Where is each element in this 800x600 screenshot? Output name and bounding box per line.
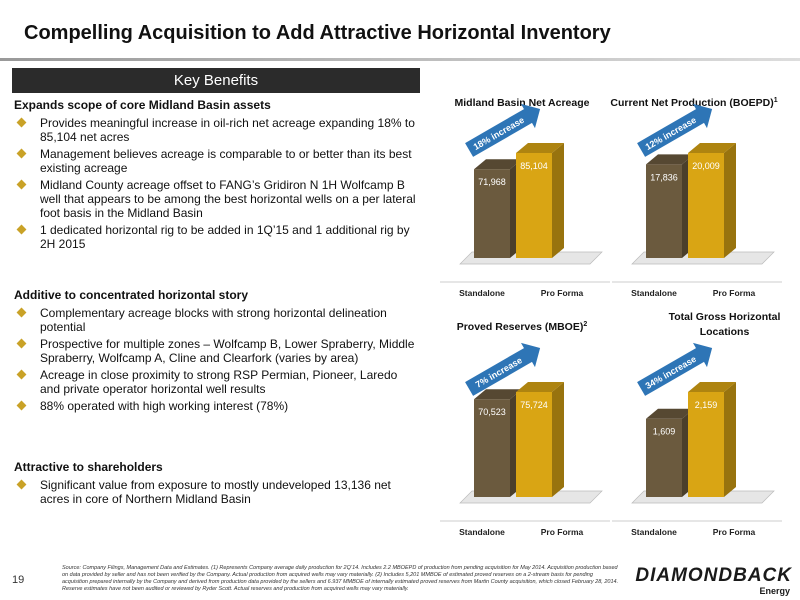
bullet: Complementary acreage blocks with strong…	[14, 306, 420, 334]
bar	[646, 418, 682, 497]
bullet: Acreage in close proximity to strong RSP…	[14, 368, 420, 396]
section-heading: Additive to concentrated horizontal stor…	[14, 288, 249, 302]
bullet-text: Acreage in close proximity to strong RSP…	[40, 368, 398, 396]
bar	[688, 153, 724, 258]
title-rule	[0, 58, 800, 61]
bullet: 88% operated with high working interest …	[14, 399, 420, 413]
bullet: Provides meaningful increase in oil-rich…	[14, 116, 420, 144]
bullet-text: Prospective for multiple zones – Wolfcam…	[40, 337, 415, 365]
bar	[646, 164, 682, 258]
chart-title: Current Net Production (BOEPD)1	[610, 97, 777, 109]
bar-top	[516, 382, 564, 392]
bullet-text: Complementary acreage blocks with strong…	[40, 306, 387, 334]
category-label: Pro Forma	[713, 527, 756, 537]
chart-title: Total Gross Horizontal Locations	[668, 311, 781, 338]
section-heading: Expands scope of core Midland Basin asse…	[14, 98, 271, 112]
bullet: Significant value from exposure to mostl…	[14, 478, 420, 506]
category-label: Standalone	[459, 527, 505, 537]
bullet-list: Significant value from exposure to mostl…	[14, 478, 420, 506]
bullet-text: Significant value from exposure to mostl…	[40, 478, 391, 506]
charts: Midland Basin Net Acreage 71,968 Standalon…	[440, 97, 782, 537]
value-label: 2,159	[695, 400, 718, 410]
bar-top	[688, 382, 736, 392]
category-label: Pro Forma	[541, 527, 584, 537]
bullet: Midland County acreage offset to FANG’s …	[14, 178, 420, 220]
value-label: 20,009	[692, 161, 720, 171]
annotation: 18% increase	[472, 115, 526, 152]
chart-title: Proved Reserves (MBOE)2	[457, 321, 588, 333]
annotation: 7% increase	[474, 355, 524, 390]
value-label: 1,609	[653, 427, 676, 437]
annotation: 12% increase	[644, 115, 698, 152]
bar-top	[688, 143, 736, 153]
value-label: 17,836	[650, 172, 678, 182]
bar-side	[724, 143, 736, 258]
value-label: 70,523	[478, 407, 506, 417]
bullet: 1 dedicated horizontal rig to be added i…	[14, 223, 420, 251]
section-heading: Attractive to shareholders	[14, 460, 163, 474]
value-label: 75,724	[520, 400, 548, 410]
chart-title-box: Total Gross Horizontal Locations	[668, 311, 781, 338]
benefit-section: Expands scope of core Midland Basin asse…	[14, 98, 420, 254]
arrow-shape	[465, 103, 541, 157]
arrow-shape	[465, 342, 541, 396]
bullet: Prospective for multiple zones – Wolfcam…	[14, 337, 420, 365]
bar-top	[646, 154, 694, 165]
bar	[516, 153, 552, 258]
bullet-text: Midland County acreage offset to FANG’s …	[40, 178, 416, 220]
category-label: Standalone	[631, 288, 677, 298]
logo: DIAMONDBACK	[635, 565, 792, 586]
source-note: Source: Company Filings, Management Data…	[62, 565, 619, 592]
arrow-shape	[637, 103, 713, 157]
bar	[688, 392, 724, 497]
arrow-shape	[637, 342, 713, 396]
chart-title: Midland Basin Net Acreage	[455, 97, 590, 109]
bullet-text: Provides meaningful increase in oil-rich…	[40, 116, 415, 144]
bar	[474, 169, 510, 258]
bullet: Management believes acreage is comparabl…	[14, 147, 420, 175]
bar-top	[646, 408, 694, 419]
bullet-text: 1 dedicated horizontal rig to be added i…	[40, 223, 410, 251]
value-label: 85,104	[520, 161, 548, 171]
logo-sub: Energy	[759, 586, 790, 596]
category-label: Pro Forma	[541, 288, 584, 298]
category-label: Standalone	[459, 288, 505, 298]
page-number: 19	[12, 574, 25, 586]
bar	[516, 392, 552, 497]
footnote-mark: 2	[583, 321, 587, 328]
bullet-list: Complementary acreage blocks with strong…	[14, 306, 420, 413]
bar	[474, 399, 510, 497]
bar-top	[474, 389, 522, 400]
bar-top	[516, 143, 564, 153]
category-label: Standalone	[631, 527, 677, 537]
bullet-text: 88% operated with high working interest …	[40, 399, 289, 413]
benefit-section: Attractive to shareholders Significant va…	[14, 460, 420, 509]
category-label: Pro Forma	[713, 288, 756, 298]
bullet-text: Management believes acreage is comparabl…	[40, 147, 412, 175]
bar-top	[474, 159, 522, 170]
bar-side	[724, 382, 736, 497]
footnote-mark: 1	[774, 97, 778, 104]
benefit-section: Additive to concentrated horizontal stor…	[14, 288, 420, 416]
bullet-list: Provides meaningful increase in oil-rich…	[14, 116, 420, 251]
bar-side	[552, 143, 564, 258]
bar-side	[552, 382, 564, 497]
section-banner: Key Benefits	[12, 68, 420, 93]
value-label: 71,968	[478, 177, 506, 187]
slide-title: Compelling Acquisition to Add Attractive…	[24, 22, 611, 44]
annotation: 34% increase	[644, 354, 698, 391]
